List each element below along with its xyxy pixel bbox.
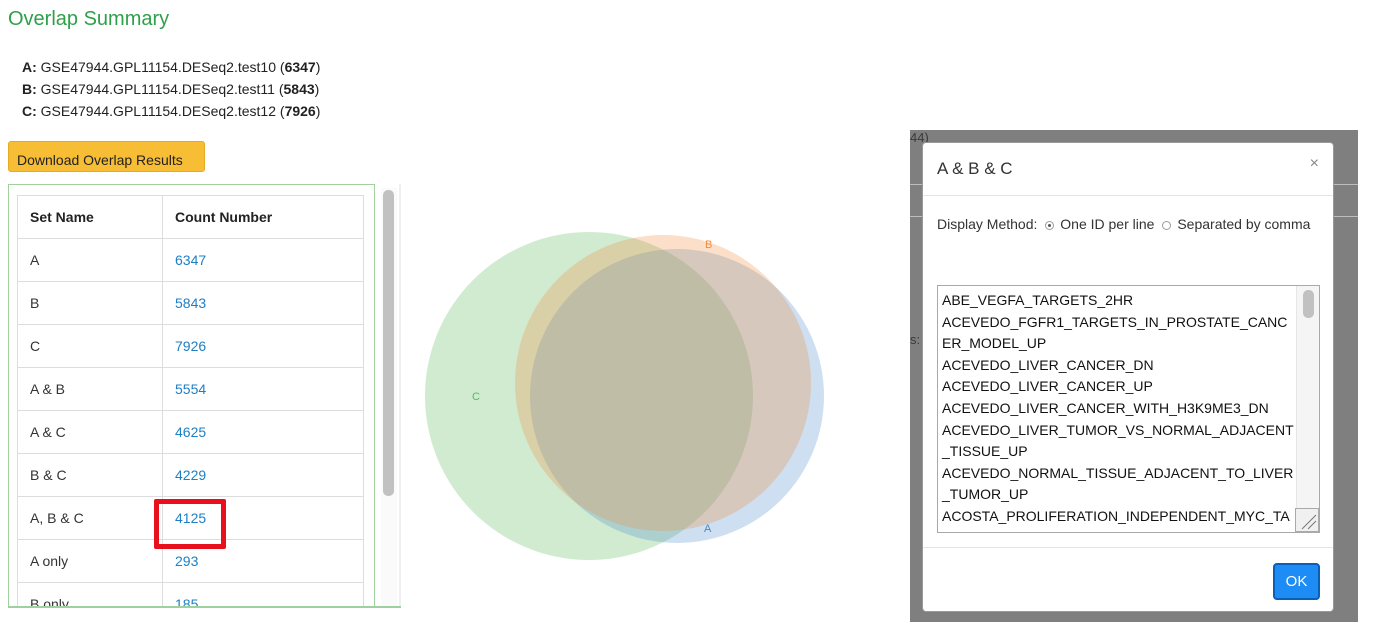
set-c-count: 7926 <box>284 103 316 119</box>
count-link[interactable]: 185 <box>162 582 364 608</box>
paren-open: ( <box>276 59 285 75</box>
set-a-name: GSE47944.GPL11154.DESeq2.test10 <box>40 59 276 75</box>
venn-circle-b[interactable] <box>515 235 811 531</box>
ok-button[interactable]: OK <box>1273 563 1320 600</box>
close-icon[interactable]: × <box>1309 155 1319 172</box>
set-legend: A: GSE47944.GPL11154.DESeq2.test10 (6347… <box>22 56 320 122</box>
download-overlap-results-button[interactable]: Download Overlap Results <box>8 141 205 172</box>
overlap-table-container[interactable]: Set Name Count Number A 6347 B 5843 C 7926 … <box>8 184 375 608</box>
set-name-cell: C <box>17 324 163 368</box>
set-name-cell: A only <box>17 539 163 583</box>
set-name-cell: A <box>17 238 163 282</box>
set-name-cell: A, B & C <box>17 496 163 540</box>
background-partial-text: s: <box>910 332 921 347</box>
table-scrollbar-thumb[interactable] <box>383 190 394 496</box>
set-b-count: 5843 <box>283 81 315 97</box>
table-row: B only 185 <box>17 582 364 608</box>
venn-circle-a[interactable] <box>530 249 824 543</box>
ids-scrollbar[interactable] <box>1296 286 1319 532</box>
paren-close: ) <box>315 59 321 75</box>
highlight-box <box>154 499 226 549</box>
table-row: C 7926 <box>17 324 364 368</box>
table-row: B 5843 <box>17 281 364 325</box>
resize-grip-icon[interactable] <box>1295 508 1319 532</box>
count-link[interactable]: 6347 <box>162 238 364 282</box>
count-link[interactable]: 4625 <box>162 410 364 454</box>
modal-header-divider <box>923 195 1333 196</box>
set-c-key: C: <box>22 103 37 119</box>
count-link[interactable]: 5554 <box>162 367 364 411</box>
set-name-cell: A & B <box>17 367 163 411</box>
venn-label-a: A <box>704 523 712 535</box>
venn-label-c: C <box>472 391 480 403</box>
modal-title: A & B & C <box>937 159 1013 178</box>
count-link[interactable]: 7926 <box>162 324 364 368</box>
id-list-item: ACEVEDO_LIVER_TUMOR_VS_NORMAL_ADJACENT_T… <box>942 421 1294 460</box>
table-row: A, B & C 4125 <box>17 496 364 540</box>
table-header-row: Set Name Count Number <box>17 195 364 239</box>
set-c-name: GSE47944.GPL11154.DESeq2.test12 <box>40 103 276 119</box>
resize-lines <box>1301 514 1317 530</box>
set-name-cell: B only <box>17 582 163 608</box>
header-count-number: Count Number <box>162 195 364 239</box>
set-a-line: A: GSE47944.GPL11154.DESeq2.test10 (6347… <box>22 56 320 78</box>
count-link[interactable]: 5843 <box>162 281 364 325</box>
venn-label-b: B <box>705 239 712 251</box>
set-name-cell: A & C <box>17 410 163 454</box>
set-b-key: B: <box>22 81 37 97</box>
id-list-item: ACOSTA_PROLIFERATION_INDEPENDENT_MYC_TAR… <box>942 507 1290 532</box>
background-partial-text: 44) <box>910 130 929 145</box>
paren-open: ( <box>274 81 284 97</box>
set-c-line: C: GSE47944.GPL11154.DESeq2.test12 (7926… <box>22 100 320 122</box>
display-method-label: Display Method: <box>937 216 1038 232</box>
paren-close: ) <box>315 103 321 119</box>
ids-list: ABE_VEGFA_TARGETS_2HR ACEVEDO_FGFR1_TARGE… <box>942 290 1294 532</box>
count-link-abc[interactable]: 4125 <box>162 496 364 540</box>
radio-comma-separated[interactable] <box>1162 220 1172 230</box>
header-set-name: Set Name <box>17 195 163 239</box>
table-row: B & C 4229 <box>17 453 364 497</box>
radio-one-id-label[interactable]: One ID per line <box>1060 216 1155 232</box>
table-frame-bottom <box>8 606 401 608</box>
table-row: A & B 5554 <box>17 367 364 411</box>
radio-one-id-per-line[interactable] <box>1045 220 1055 230</box>
ids-modal: A & B & C × Display Method: One ID per l… <box>922 142 1334 612</box>
set-b-name: GSE47944.GPL11154.DESeq2.test11 <box>40 81 275 97</box>
set-b-line: B: GSE47944.GPL11154.DESeq2.test11 (5843… <box>22 78 320 100</box>
table-frame-edge <box>399 184 401 608</box>
id-list-item: ACEVEDO_LIVER_CANCER_WITH_H3K9ME3_DN <box>942 399 1269 416</box>
id-list-item: ACEVEDO_NORMAL_TISSUE_ADJACENT_TO_LIVER_… <box>942 464 1294 503</box>
modal-footer-divider <box>923 547 1333 548</box>
ids-scrollbar-thumb[interactable] <box>1303 290 1314 318</box>
id-list-item: ABE_VEGFA_TARGETS_2HR <box>942 292 1134 308</box>
venn-diagram: B C A <box>425 232 824 560</box>
set-a-key: A: <box>22 59 37 75</box>
set-name-cell: B & C <box>17 453 163 497</box>
display-method-group: Display Method: One ID per line Separate… <box>937 213 1327 235</box>
overlap-count-table: Set Name Count Number A 6347 B 5843 C 7926 … <box>17 195 364 608</box>
paren-close: ) <box>314 81 320 97</box>
set-a-count: 6347 <box>284 59 316 75</box>
id-list-item: ACEVEDO_LIVER_CANCER_UP <box>942 378 1153 395</box>
count-link[interactable]: 4229 <box>162 453 364 497</box>
paren-open: ( <box>276 103 285 119</box>
ids-textarea[interactable]: ABE_VEGFA_TARGETS_2HR ACEVEDO_FGFR1_TARGE… <box>937 285 1320 533</box>
table-row: A & C 4625 <box>17 410 364 454</box>
id-list-item: ACEVEDO_LIVER_CANCER_DN <box>942 356 1154 373</box>
set-name-cell: B <box>17 281 163 325</box>
table-row: A 6347 <box>17 238 364 282</box>
radio-comma-label[interactable]: Separated by comma <box>1177 216 1311 232</box>
venn-circle-c[interactable] <box>425 232 753 560</box>
page-title: Overlap Summary <box>8 8 170 30</box>
id-list-item: ACEVEDO_FGFR1_TARGETS_IN_PROSTATE_CANCER… <box>942 313 1288 352</box>
